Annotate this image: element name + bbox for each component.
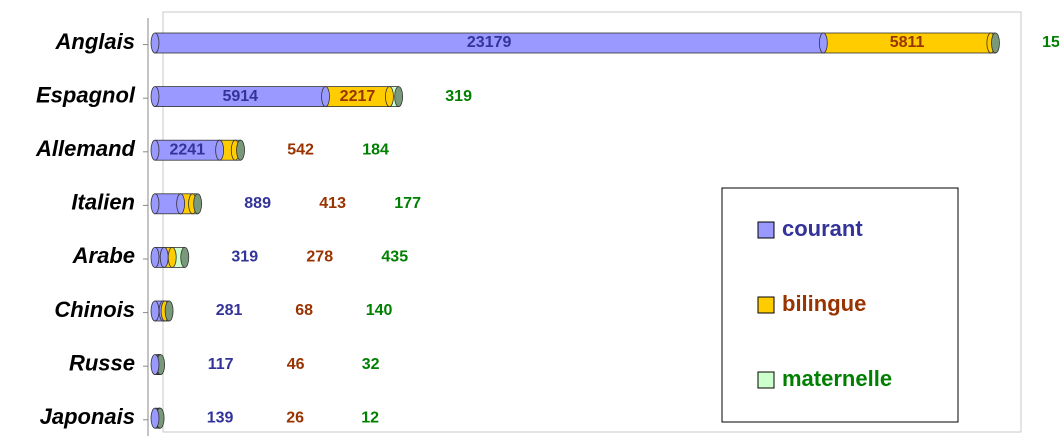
value-label: 542 xyxy=(287,141,314,158)
cylinder-cap xyxy=(164,300,174,322)
legend-label: bilingue xyxy=(782,291,866,316)
value-label: 32 xyxy=(362,356,380,373)
legend-label: courant xyxy=(782,216,863,241)
cylinder-base xyxy=(150,407,160,429)
cylinder-cap xyxy=(385,86,394,107)
value-label: 2217 xyxy=(340,88,376,105)
legend-swatch xyxy=(757,296,775,314)
value-label: 319 xyxy=(445,88,472,105)
legend-label: maternelle xyxy=(782,366,892,391)
value-label: 159 xyxy=(1042,34,1059,51)
value-label: 5914 xyxy=(222,88,258,105)
legend-swatch xyxy=(757,371,775,389)
value-label: 889 xyxy=(244,195,271,212)
category-label: Arabe xyxy=(72,243,135,268)
category-label: Italien xyxy=(71,190,135,215)
plot-frame xyxy=(162,11,1022,433)
value-label: 184 xyxy=(362,141,389,158)
cylinder-cap xyxy=(180,246,190,268)
cylinder-cap xyxy=(193,193,203,215)
cylinder-cap xyxy=(394,86,404,107)
value-label: 68 xyxy=(295,302,313,319)
value-label: 2241 xyxy=(170,141,206,158)
value-label: 46 xyxy=(287,356,305,373)
value-label: 177 xyxy=(394,195,421,212)
cylinder-base xyxy=(150,300,160,322)
cylinder-cap xyxy=(176,193,186,215)
cylinder-cap xyxy=(236,139,245,161)
cylinder-cap xyxy=(215,139,225,161)
cylinder-base xyxy=(150,193,160,215)
category-label: Anglais xyxy=(55,29,135,54)
category-label: Allemand xyxy=(35,136,136,161)
cylinder-base xyxy=(150,354,160,376)
value-label: 5811 xyxy=(890,34,925,51)
value-label: 117 xyxy=(208,356,234,373)
cylinder-cap xyxy=(321,86,330,107)
cylinder-base xyxy=(150,246,160,268)
value-label: 281 xyxy=(216,302,243,319)
value-label: 12 xyxy=(361,409,379,426)
legend-swatch xyxy=(757,221,775,239)
cylinder-cap xyxy=(167,246,177,268)
cylinder-base xyxy=(150,32,160,54)
cylinder-base xyxy=(150,86,160,107)
category-label: Russe xyxy=(69,350,135,375)
category-label: Espagnol xyxy=(36,82,136,107)
value-label: 23179 xyxy=(467,34,512,51)
value-label: 26 xyxy=(286,409,304,426)
category-label: Japonais xyxy=(40,404,135,429)
value-label: 435 xyxy=(381,249,408,266)
cylinder-base xyxy=(150,139,160,161)
value-label: 413 xyxy=(319,195,346,212)
value-label: 140 xyxy=(366,302,393,319)
value-label: 319 xyxy=(231,249,258,266)
value-label: 139 xyxy=(207,409,234,426)
cylinder-cap xyxy=(818,32,828,54)
category-label: Chinois xyxy=(54,297,135,322)
cylinder-cap xyxy=(991,32,1000,54)
value-label: 278 xyxy=(306,249,333,266)
cylinder-cap xyxy=(159,246,169,268)
